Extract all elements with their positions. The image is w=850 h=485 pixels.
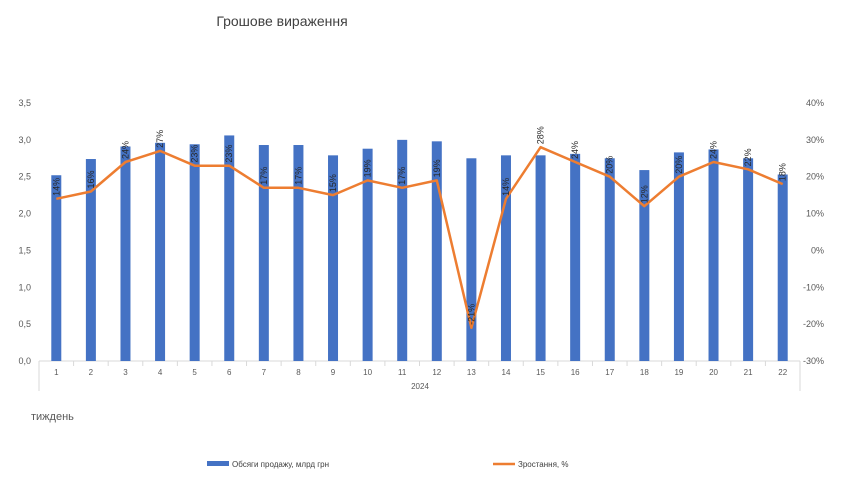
data-label: 20% (605, 156, 615, 174)
data-label: 14% (51, 178, 61, 196)
legend-bar-swatch (207, 461, 229, 466)
line-series (56, 145, 784, 330)
bar (777, 174, 788, 361)
bar (224, 135, 235, 361)
data-label: 22% (743, 148, 753, 166)
x-tick-label: 12 (432, 368, 441, 377)
bar (466, 158, 477, 361)
legend-bar-label: Обсяги продажу, млрд грн (232, 460, 329, 469)
bar (535, 155, 546, 361)
x-tick-label: 1 (54, 368, 59, 377)
x-tick-label: 13 (467, 368, 476, 377)
bar (51, 175, 62, 361)
left-tick-label: 0,0 (18, 356, 31, 366)
data-label: 17% (259, 167, 269, 185)
right-axis-ticks: -30% -20% -10% 0% 10% 20% 30% 40% (803, 98, 824, 366)
bar (120, 146, 131, 361)
x-tick-label: 3 (123, 368, 128, 377)
x-tick-label: 5 (192, 368, 197, 377)
right-tick-label: 30% (806, 135, 824, 145)
x-tick-label: 14 (502, 368, 511, 377)
x-tick-label: 19 (674, 368, 683, 377)
data-label: -21% (466, 304, 476, 325)
x-tick-label: 7 (262, 368, 267, 377)
data-label: 15% (328, 174, 338, 192)
bar (708, 149, 719, 361)
data-label: 23% (224, 145, 234, 163)
bar (258, 145, 269, 361)
x-tick-label: 2 (89, 368, 94, 377)
right-tick-label: 10% (806, 209, 824, 219)
x-tick-label: 10 (363, 368, 372, 377)
legend-line-label: Зростання, % (518, 460, 568, 469)
bar (85, 159, 96, 361)
data-label: 27% (155, 130, 165, 148)
right-tick-label: -10% (803, 282, 824, 292)
data-label: 19% (363, 159, 373, 177)
x-axis-title: тиждень (31, 411, 74, 423)
data-label: 18% (778, 163, 788, 181)
bar (293, 145, 304, 361)
legend: Обсяги продажу, млрд грн Зростання, % (207, 460, 568, 469)
data-label: 14% (501, 178, 511, 196)
data-label: 20% (674, 156, 684, 174)
bar (570, 153, 581, 361)
bar-series (51, 135, 788, 361)
data-label: 19% (432, 159, 442, 177)
data-label: 23% (190, 145, 200, 163)
x-tick-label: 18 (640, 368, 649, 377)
bar (397, 139, 408, 361)
data-label: 16% (86, 170, 96, 188)
right-tick-label: 0% (811, 245, 824, 255)
x-group-label: 2024 (411, 382, 429, 391)
data-label: 24% (709, 141, 719, 159)
data-label: 24% (120, 141, 130, 159)
x-axis-ticks: 1 2 3 4 5 6 7 8 9 10 11 12 13 14 15 16 17 18 19 20 21 22 (38, 361, 801, 391)
data-label: 24% (570, 141, 580, 159)
x-tick-label: 15 (536, 368, 545, 377)
x-tick-label: 21 (744, 368, 753, 377)
bar (673, 152, 684, 361)
left-axis-ticks: 0,0 0,5 1,0 1,5 2,0 2,5 3,0 3,5 (18, 98, 31, 366)
bar (639, 170, 650, 361)
x-tick-label: 16 (571, 368, 580, 377)
right-tick-label: -30% (803, 356, 824, 366)
bar (431, 141, 442, 361)
data-label: 17% (397, 167, 407, 185)
x-tick-label: 22 (778, 368, 787, 377)
data-labels: 14% 16% 24% 27% 23% 23% 17% 17% 15% 19% 17% 19% -21%… (51, 126, 787, 325)
left-tick-label: 2,5 (18, 172, 31, 182)
right-tick-label: 40% (806, 98, 824, 108)
growth-line (56, 145, 784, 330)
left-tick-label: 3,5 (18, 98, 31, 108)
left-tick-label: 0,5 (18, 319, 31, 329)
data-label: 17% (293, 167, 303, 185)
x-tick-label: 11 (398, 368, 407, 377)
x-tick-label: 9 (331, 368, 336, 377)
bar (362, 148, 373, 361)
bar (500, 155, 511, 361)
data-label: 28% (536, 126, 546, 144)
x-tick-label: 20 (709, 368, 718, 377)
x-tick-label: 6 (227, 368, 232, 377)
left-tick-label: 1,5 (18, 245, 31, 255)
x-tick-label: 8 (296, 368, 301, 377)
left-tick-label: 2,0 (18, 209, 31, 219)
bar (155, 142, 166, 361)
bar (189, 144, 200, 361)
right-tick-label: -20% (803, 319, 824, 329)
x-tick-label: 17 (605, 368, 614, 377)
bar (743, 158, 754, 361)
left-tick-label: 1,0 (18, 282, 31, 292)
x-tick-label: 4 (158, 368, 163, 377)
data-label: 12% (639, 185, 649, 203)
right-tick-label: 20% (806, 172, 824, 182)
bar (604, 158, 615, 361)
chart-title: Грошове вираження (216, 13, 347, 29)
bar (328, 155, 339, 361)
left-tick-label: 3,0 (18, 135, 31, 145)
